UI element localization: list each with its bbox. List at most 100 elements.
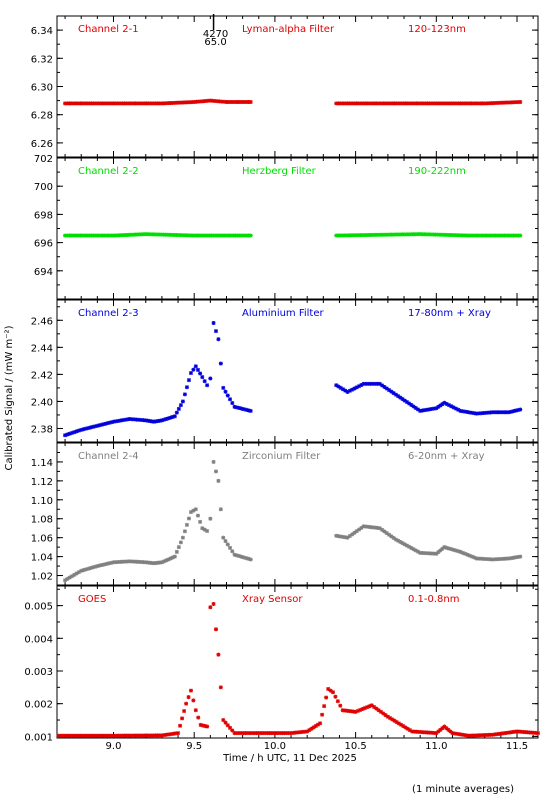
data-point-interp bbox=[347, 101, 352, 106]
data-point-interp bbox=[166, 416, 171, 421]
data-point-interp bbox=[109, 733, 114, 738]
data-point-interp bbox=[513, 233, 518, 238]
data-point-interp bbox=[67, 233, 72, 238]
data-point-interp bbox=[161, 232, 166, 237]
data-point-interp bbox=[477, 233, 482, 238]
data-point-interp bbox=[320, 712, 325, 717]
data-point-interp bbox=[149, 419, 154, 424]
data-point-interp bbox=[465, 101, 470, 106]
data-point-interp bbox=[162, 101, 167, 106]
data-point-interp bbox=[368, 525, 373, 530]
data-point-interp bbox=[405, 726, 410, 731]
data-point bbox=[418, 232, 423, 237]
data-point bbox=[193, 708, 198, 713]
data-point-interp bbox=[302, 729, 307, 734]
data-point-interp bbox=[157, 733, 162, 738]
data-point-interp bbox=[444, 726, 449, 731]
data-point-interp bbox=[89, 733, 94, 738]
data-point-interp bbox=[369, 232, 374, 237]
data-point bbox=[127, 417, 132, 422]
data-point-interp bbox=[212, 99, 217, 104]
data-point-interp bbox=[237, 233, 242, 238]
y-tick-label: 702 bbox=[34, 154, 53, 165]
data-point-interp bbox=[414, 729, 419, 734]
data-point-interp bbox=[176, 233, 181, 238]
data-point-interp bbox=[506, 730, 511, 735]
data-point-interp bbox=[140, 733, 145, 738]
y-tick-label: 2.40 bbox=[31, 397, 53, 408]
data-point bbox=[111, 560, 116, 565]
data-point-interp bbox=[498, 233, 503, 238]
data-point-interp bbox=[183, 100, 188, 105]
data-point-interp bbox=[336, 384, 341, 389]
data-point-interp bbox=[71, 233, 76, 238]
data-point-interp bbox=[230, 549, 235, 554]
data-point-interp bbox=[168, 556, 173, 561]
data-point bbox=[216, 478, 221, 483]
data-point-interp bbox=[352, 530, 357, 535]
data-point-interp bbox=[400, 397, 405, 402]
data-point-interp bbox=[237, 100, 242, 105]
data-point bbox=[211, 459, 216, 464]
panel-2: 694 696 698 700 702 Channel 2-2 Herzberg Filte… bbox=[34, 154, 539, 300]
data-point-interp bbox=[365, 705, 370, 710]
data-point-interp bbox=[129, 417, 134, 422]
data-point bbox=[211, 601, 216, 606]
data-point-interp bbox=[128, 232, 133, 237]
data-point-interp bbox=[473, 733, 478, 738]
data-point-interp bbox=[137, 101, 142, 106]
data-point-interp bbox=[196, 715, 201, 720]
data-point-interp bbox=[291, 730, 296, 735]
data-point-interp bbox=[400, 541, 405, 546]
data-point-interp bbox=[479, 556, 484, 561]
data-point-interp bbox=[65, 101, 70, 106]
data-point-interp bbox=[457, 233, 462, 238]
data-point-interp bbox=[368, 381, 373, 386]
data-point-interp bbox=[347, 534, 352, 539]
panel-channel-label: Channel 2-1 bbox=[78, 24, 139, 35]
data-point-interp bbox=[382, 384, 387, 389]
data-point-interp bbox=[169, 732, 174, 737]
data-point-interp bbox=[420, 232, 425, 237]
data-point-interp bbox=[113, 233, 118, 238]
data-point-interp bbox=[74, 429, 79, 434]
data-point bbox=[334, 533, 339, 538]
data-point-interp bbox=[424, 232, 429, 237]
data-point-interp bbox=[486, 410, 491, 415]
data-point-interp bbox=[104, 233, 109, 238]
data-point-interp bbox=[335, 699, 340, 704]
data-point-interp bbox=[489, 233, 494, 238]
data-point-interp bbox=[361, 101, 366, 106]
data-point-interp bbox=[470, 410, 475, 415]
data-point-interp bbox=[429, 730, 434, 735]
panel-3: 2.38 2.40 2.42 2.44 2.46 Channel 2-3 Aluminium… bbox=[31, 299, 539, 443]
data-point-interp bbox=[166, 557, 171, 562]
data-point-interp bbox=[139, 560, 144, 565]
data-point-interp bbox=[356, 101, 361, 106]
data-point bbox=[205, 724, 210, 729]
data-point-interp bbox=[515, 408, 520, 413]
data-point-interp bbox=[164, 101, 169, 106]
data-point-interp bbox=[182, 709, 187, 714]
y-tick-label: 0.004 bbox=[24, 634, 53, 645]
data-point-interp bbox=[58, 733, 63, 738]
data-point-interp bbox=[349, 709, 354, 714]
data-point-interp bbox=[166, 732, 171, 737]
data-point-interp bbox=[228, 100, 233, 105]
data-point-interp bbox=[444, 232, 449, 237]
data-point-interp bbox=[352, 386, 357, 391]
data-point-interp bbox=[354, 529, 359, 534]
data-point bbox=[205, 529, 210, 534]
data-point-interp bbox=[117, 233, 122, 238]
data-point-interp bbox=[343, 101, 348, 106]
data-point-interp bbox=[65, 576, 70, 581]
data-point-interp bbox=[116, 418, 121, 423]
data-point-interp bbox=[315, 722, 320, 727]
data-point-interp bbox=[194, 99, 199, 104]
data-point-interp bbox=[407, 728, 412, 733]
data-point-interp bbox=[351, 233, 356, 238]
data-point bbox=[193, 364, 198, 369]
data-point bbox=[515, 729, 520, 734]
data-point-interp bbox=[391, 535, 396, 540]
data-point-interp bbox=[401, 101, 406, 106]
